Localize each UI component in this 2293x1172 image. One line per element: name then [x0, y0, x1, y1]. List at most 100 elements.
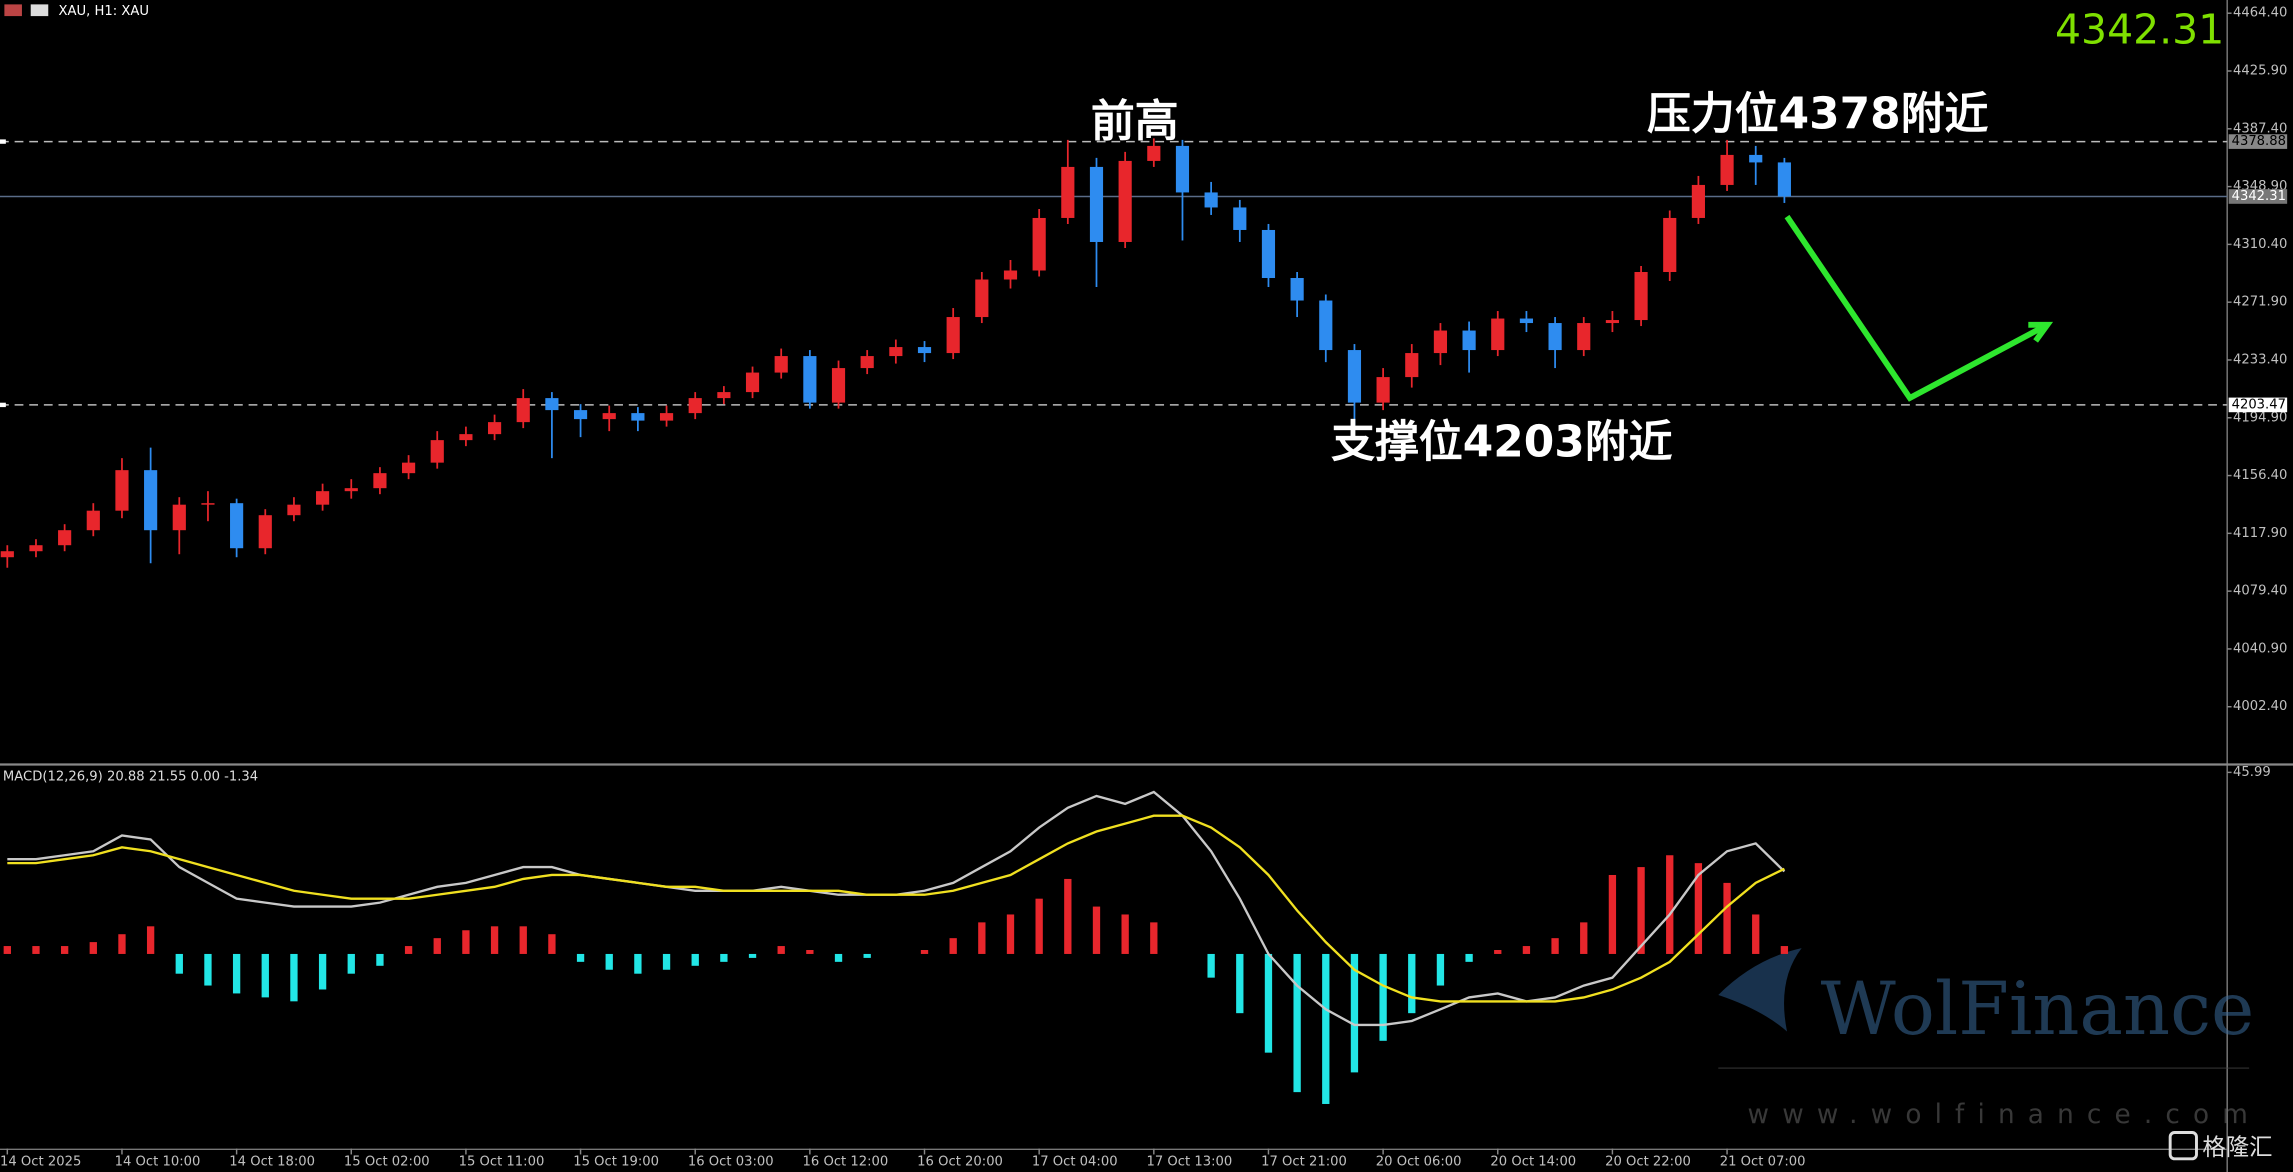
candle-body: [86, 510, 100, 531]
x-tick-label: 16 Oct 20:00: [917, 1154, 1003, 1169]
candle-body: [201, 503, 215, 505]
source-logo: [2168, 1131, 2198, 1161]
candle-body: [287, 504, 301, 516]
histogram-bar: [1350, 953, 1359, 1073]
candle-body: [1663, 217, 1677, 273]
y-tick-label: 4425.90: [2233, 64, 2287, 79]
candle-body: [316, 491, 330, 505]
candle-body: [1519, 318, 1534, 324]
candle-body: [344, 488, 358, 492]
x-tick-label: 16 Oct 12:00: [803, 1154, 889, 1169]
histogram-bar: [318, 953, 327, 990]
histogram-bar: [1207, 953, 1215, 978]
candle-body: [573, 410, 588, 420]
histogram-bar: [1608, 874, 1617, 954]
candle-body: [1376, 377, 1390, 403]
y-tick-label: 4079.40: [2233, 584, 2287, 599]
histogram-bar: [1522, 946, 1531, 954]
histogram-bar: [1494, 950, 1502, 954]
histogram-bar: [662, 953, 671, 970]
flag-icon: [4, 4, 22, 17]
candle-body: [230, 503, 244, 549]
y-tick-label: 4464.40: [2233, 6, 2287, 21]
candle-body: [545, 398, 559, 411]
histogram-bar: [1121, 914, 1129, 954]
histogram-bar: [376, 953, 384, 966]
x-tick-label: 20 Oct 22:00: [1605, 1154, 1691, 1169]
candle-body: [1605, 320, 1619, 324]
candle-body: [1204, 192, 1218, 208]
annotation: 前高: [1091, 96, 1179, 147]
candle-body: [975, 279, 989, 318]
last-price-big: 4342.31: [2055, 5, 2224, 53]
candle-body: [115, 470, 129, 511]
histogram-bar: [462, 930, 470, 954]
annotation: 支撑位4203附近: [1331, 416, 1673, 467]
candle-body: [58, 530, 72, 546]
candle-body: [1405, 353, 1419, 378]
candle-body: [1233, 207, 1247, 230]
histogram-bar: [347, 953, 355, 974]
candle-body: [144, 470, 158, 531]
histogram-bar: [834, 953, 843, 962]
x-tick-label: 20 Oct 06:00: [1376, 1154, 1462, 1169]
histogram-bar: [720, 953, 728, 962]
candle-body: [373, 473, 387, 489]
x-tick-label: 17 Oct 13:00: [1147, 1154, 1233, 1169]
candle-body: [0, 551, 14, 558]
histogram-bar: [175, 953, 183, 974]
level-marker: [0, 139, 6, 144]
indicator-title: MACD(12,26,9) 20.88 21.55 0.00 -1.34: [3, 769, 258, 784]
candle-body: [1319, 300, 1333, 351]
y-tick-label: 4194.90: [2233, 410, 2287, 425]
histogram-bar: [1694, 863, 1703, 954]
candle-body: [1577, 323, 1591, 351]
histogram-bar: [949, 938, 957, 954]
candle-body: [1147, 145, 1161, 161]
last-price-box: [2228, 189, 2288, 204]
candle-body: [602, 413, 616, 420]
candle-body: [659, 413, 674, 421]
histogram-bar: [978, 922, 986, 954]
histogram-bar: [548, 934, 556, 954]
histogram-bar: [89, 942, 97, 954]
histogram-bar: [32, 946, 40, 954]
histogram-bar: [1379, 953, 1387, 1041]
candle-body: [1290, 278, 1304, 301]
histogram-bar: [1436, 953, 1445, 986]
histogram-bar: [1064, 878, 1072, 954]
histogram-bar: [404, 946, 413, 954]
histogram-bar: [1666, 855, 1674, 954]
candle-body: [487, 422, 502, 435]
level-label: 4203.47: [2232, 397, 2286, 412]
candle-body: [774, 356, 788, 373]
candle-body: [459, 434, 473, 441]
candle-body: [1749, 154, 1763, 163]
y-tick-label: 4002.40: [2233, 699, 2287, 714]
watermark-logo: [1718, 948, 1802, 1032]
candle-body: [1089, 166, 1104, 242]
chart-icon: [30, 4, 49, 17]
candle-body: [1720, 154, 1734, 185]
histogram-bar: [634, 953, 642, 974]
histogram-bar: [1150, 922, 1158, 954]
y-tick-label: 4156.40: [2233, 468, 2287, 483]
histogram-bar: [576, 953, 585, 962]
histogram-bar: [1780, 946, 1789, 954]
candle-body: [745, 372, 760, 393]
y-tick-label: 4310.40: [2233, 237, 2287, 252]
histogram-bar: [1092, 906, 1101, 954]
x-tick-label: 20 Oct 14:00: [1490, 1154, 1576, 1169]
histogram-bar: [1551, 938, 1559, 954]
watermark-url: www.wolfinance.com: [1748, 1100, 2262, 1130]
histogram-bar: [290, 953, 298, 1002]
y-tick-label: 4233.40: [2233, 352, 2287, 367]
histogram-bar: [433, 938, 441, 954]
histogram-bar: [748, 953, 757, 958]
histogram-bar: [1006, 914, 1015, 954]
histogram-bar: [3, 946, 11, 954]
x-tick-label: 17 Oct 21:00: [1261, 1154, 1347, 1169]
histogram-bar: [1236, 953, 1244, 1014]
histogram-bar: [1035, 898, 1043, 954]
